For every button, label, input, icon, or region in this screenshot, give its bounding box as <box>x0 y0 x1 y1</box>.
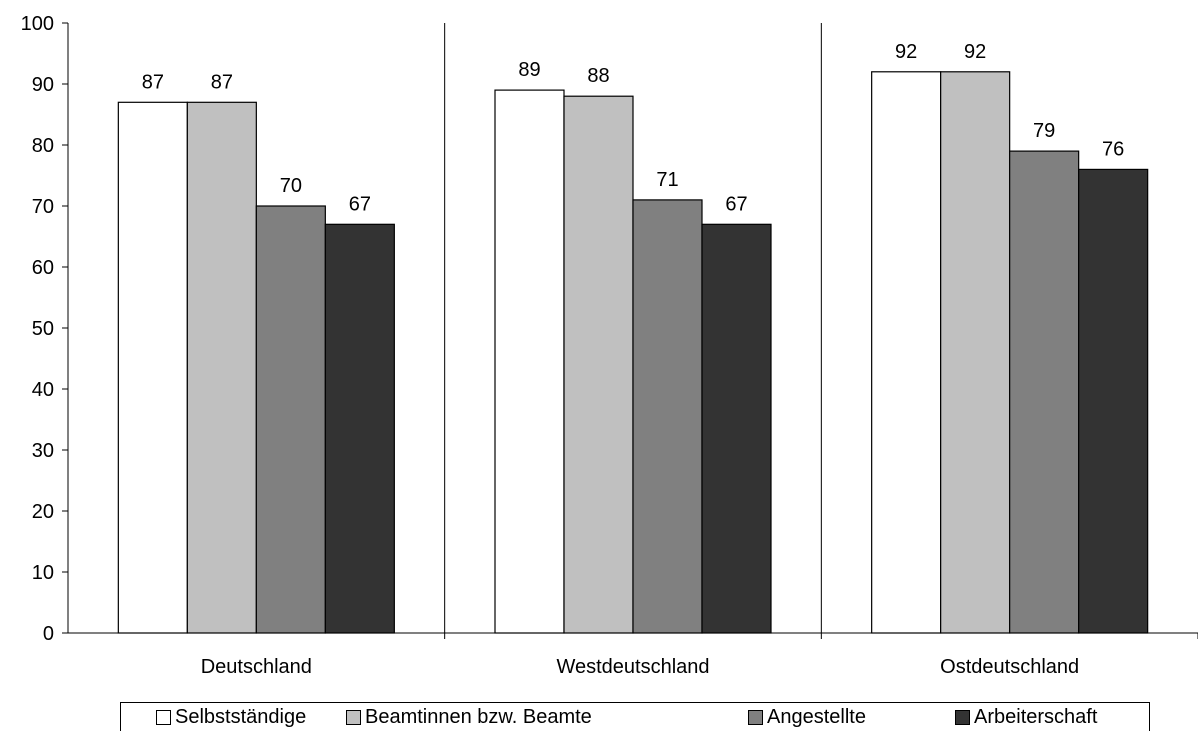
legend-item-arbeiterschaft: Arbeiterschaft <box>955 706 1097 729</box>
bar <box>1009 150 1080 634</box>
x-category-label: Ostdeutschland <box>940 656 1079 678</box>
bar-value-label: 87 <box>211 71 233 93</box>
x-category-label: Westdeutschland <box>556 656 709 678</box>
axes: 0 10 20 30 40 50 60 70 80 90 100 Deutschland Westdeu… <box>21 13 1198 678</box>
bars <box>117 71 1149 634</box>
bar <box>494 89 565 634</box>
bar-value-label: 88 <box>587 65 609 87</box>
legend: Selbstständige Beamtinnen bzw. Beamte An… <box>120 702 1150 731</box>
legend-swatch <box>748 710 763 725</box>
legend-label: Selbstständige <box>175 706 307 728</box>
bar <box>1078 168 1149 634</box>
bar <box>940 71 1011 634</box>
bar <box>632 199 703 634</box>
y-tick-label: 30 <box>32 440 54 462</box>
bar-value-label: 70 <box>280 175 302 197</box>
bar-value-label: 89 <box>518 59 540 81</box>
bar-value-label: 79 <box>1033 120 1055 142</box>
bar-value-label: 87 <box>142 71 164 93</box>
x-category-label: Deutschland <box>201 656 312 678</box>
legend-swatch <box>955 710 970 725</box>
bar-value-label: 67 <box>725 193 747 215</box>
legend-label: Arbeiterschaft <box>974 706 1098 728</box>
y-tick-label: 100 <box>21 13 54 35</box>
data-labels: 87 87 70 67 89 88 71 67 92 92 79 76 <box>142 41 1125 216</box>
y-tick-label: 80 <box>32 135 54 157</box>
bar <box>871 71 942 634</box>
bar <box>117 101 188 634</box>
legend-item-angestellte: Angestellte <box>748 706 866 729</box>
legend-label: Beamtinnen bzw. Beamte <box>365 706 592 728</box>
y-tick-label: 10 <box>32 562 54 584</box>
legend-item-selbststaendige: Selbstständige <box>156 706 306 729</box>
y-tick-label: 40 <box>32 379 54 401</box>
y-tick-label: 0 <box>43 623 54 645</box>
bar <box>701 223 772 634</box>
legend-swatch <box>156 710 171 725</box>
legend-swatch <box>346 710 361 725</box>
bar-value-label: 71 <box>656 169 678 191</box>
bar-chart: 0 10 20 30 40 50 60 70 80 90 100 Deutschland Westdeu… <box>21 13 1198 678</box>
bar <box>255 205 326 634</box>
legend-label: Angestellte <box>767 706 866 728</box>
bar-value-label: 76 <box>1102 138 1124 160</box>
y-tick-label: 60 <box>32 257 54 279</box>
bar <box>186 101 257 634</box>
bar <box>563 95 634 634</box>
legend-item-beamte: Beamtinnen bzw. Beamte <box>346 706 592 729</box>
bar <box>324 223 395 634</box>
y-tick-label: 90 <box>32 74 54 96</box>
y-tick-label: 70 <box>32 196 54 218</box>
bar-value-label: 92 <box>895 41 917 63</box>
y-tick-label: 20 <box>32 501 54 523</box>
y-tick-label: 50 <box>32 318 54 340</box>
bar-value-label: 67 <box>349 193 371 215</box>
bar-value-label: 92 <box>964 41 986 63</box>
